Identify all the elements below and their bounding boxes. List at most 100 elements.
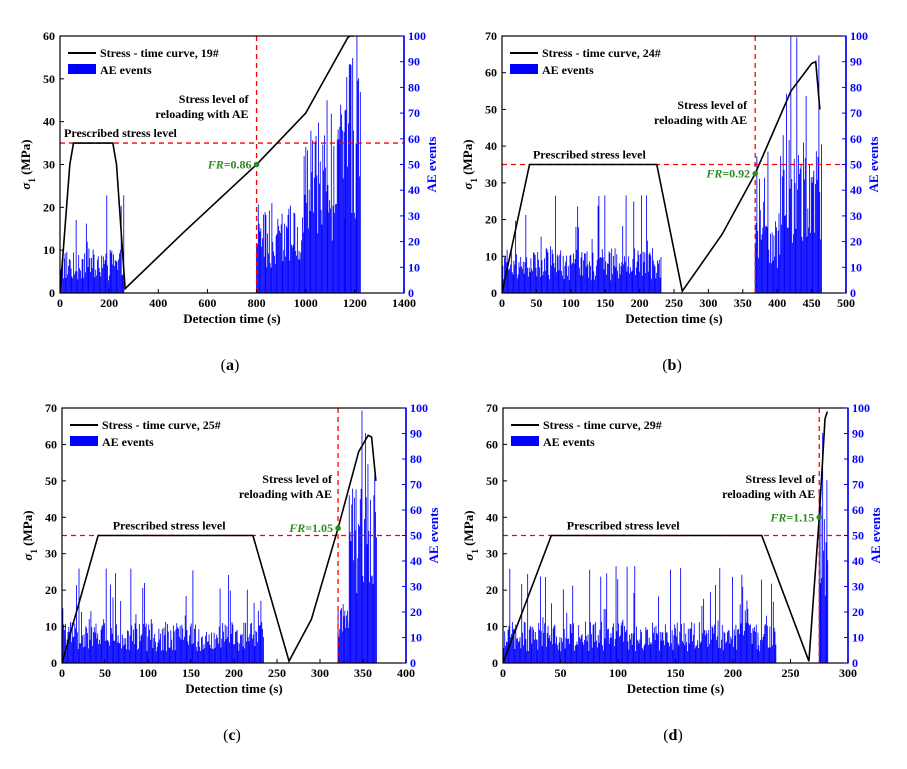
legend-bar-swatch bbox=[511, 436, 539, 446]
y-left-tick-label: 50 bbox=[486, 474, 498, 488]
panel-label-letter: c bbox=[228, 727, 235, 744]
x-tick-label: 250 bbox=[268, 666, 286, 680]
x-tick-label: 300 bbox=[699, 296, 717, 310]
y-left-label-symbol: σ bbox=[20, 553, 35, 561]
y-right-axis-label: AE events bbox=[868, 508, 883, 564]
x-tick-label: 150 bbox=[596, 296, 614, 310]
y-left-tick-label: 60 bbox=[45, 437, 57, 451]
y-left-tick-label: 40 bbox=[486, 510, 498, 524]
panel-label: (c) bbox=[223, 727, 241, 744]
panel-label-open: ( bbox=[221, 357, 226, 374]
y-left-tick-label: 40 bbox=[43, 115, 55, 129]
legend: Stress - time curve, 25# AE events bbox=[70, 418, 221, 449]
legend-line-label: Stress - time curve, 24# bbox=[542, 46, 661, 60]
y-right-tick-label: 50 bbox=[852, 529, 864, 543]
y-right-tick-label: 30 bbox=[410, 580, 422, 594]
prescribed-stress-label: Prescribed stress level bbox=[113, 519, 227, 533]
y-left-tick-label: 40 bbox=[45, 510, 57, 524]
stress-time-curve bbox=[503, 411, 829, 663]
legend-bar-swatch bbox=[68, 64, 96, 74]
y-right-tick-label: 100 bbox=[408, 29, 426, 43]
panel-label-letter: a bbox=[226, 357, 234, 374]
y-right-tick-label: 10 bbox=[408, 260, 420, 274]
y-right-tick-label: 30 bbox=[852, 580, 864, 594]
panel-label-open: ( bbox=[223, 727, 228, 744]
y-right-tick-label: 60 bbox=[408, 132, 420, 146]
y-right-tick-label: 0 bbox=[852, 656, 858, 670]
y-left-tick-label: 40 bbox=[485, 139, 497, 153]
y-right-tick-label: 40 bbox=[408, 183, 420, 197]
legend-bar-label: AE events bbox=[102, 435, 154, 449]
y-right-tick-label: 80 bbox=[410, 452, 422, 466]
legend: Stress - time curve, 29# AE events bbox=[511, 418, 662, 449]
y-left-tick-label: 60 bbox=[486, 437, 498, 451]
x-tick-label: 450 bbox=[803, 296, 821, 310]
y-left-label-unit: (MPa) bbox=[20, 510, 35, 549]
fr-point bbox=[253, 161, 260, 168]
x-tick-label: 400 bbox=[149, 296, 167, 310]
y-left-tick-label: 30 bbox=[485, 176, 497, 190]
x-tick-label: 400 bbox=[768, 296, 786, 310]
x-tick-label: 250 bbox=[665, 296, 683, 310]
fr-label-symbol: FR bbox=[705, 167, 722, 181]
prescribed-stress-label: Prescribed stress level bbox=[533, 148, 647, 162]
legend-bar-label: AE events bbox=[543, 435, 595, 449]
prescribed-stress-label: Prescribed stress level bbox=[567, 519, 681, 533]
fr-label-value: =0.92 bbox=[722, 167, 750, 181]
reload-annotation-line2: reloading with AE bbox=[654, 113, 747, 127]
y-right-tick-label: 50 bbox=[850, 158, 862, 172]
panel-label-open: ( bbox=[663, 727, 668, 744]
y-right-tick-label: 0 bbox=[408, 286, 414, 300]
y-right-tick-label: 30 bbox=[850, 209, 862, 223]
y-left-tick-label: 0 bbox=[491, 286, 497, 300]
legend-bar-label: AE events bbox=[542, 63, 594, 77]
x-tick-label: 100 bbox=[562, 296, 580, 310]
fr-label-symbol: FR bbox=[769, 510, 786, 524]
chart-panel-a: 0 200 400 600 800 1000 1200 1400010203040506001… bbox=[18, 29, 439, 374]
y-right-tick-label: 60 bbox=[410, 503, 422, 517]
x-tick-label: 0 bbox=[59, 666, 65, 680]
y-left-tick-label: 70 bbox=[45, 401, 57, 415]
y-right-tick-label: 20 bbox=[850, 235, 862, 249]
y-left-label-subscript: 1 bbox=[29, 549, 39, 554]
stress-time-curve bbox=[60, 36, 354, 293]
panel-label-letter: d bbox=[669, 727, 678, 744]
x-axis-label: Detection time (s) bbox=[185, 681, 282, 696]
y-right-tick-label: 100 bbox=[850, 29, 868, 43]
x-tick-label: 600 bbox=[198, 296, 216, 310]
x-tick-label: 250 bbox=[782, 666, 800, 680]
x-tick-label: 200 bbox=[100, 296, 118, 310]
x-tick-label: 350 bbox=[354, 666, 372, 680]
y-left-label-subscript: 1 bbox=[27, 178, 37, 183]
legend: Stress - time curve, 24# AE events bbox=[510, 46, 661, 77]
fr-label: FR=0.86 bbox=[207, 158, 252, 172]
ae-events-series bbox=[60, 36, 361, 293]
fr-label-symbol: FR bbox=[207, 158, 224, 172]
y-right-tick-label: 100 bbox=[852, 401, 870, 415]
y-right-tick-label: 30 bbox=[408, 209, 420, 223]
x-tick-label: 1000 bbox=[294, 296, 318, 310]
panel-label-open: ( bbox=[662, 357, 667, 374]
y-right-tick-label: 80 bbox=[852, 452, 864, 466]
y-right-tick-label: 60 bbox=[850, 132, 862, 146]
chart-panel-d: 0 50 100 150 200 250 3000102030405060700102030… bbox=[461, 401, 883, 744]
panel-label-close: ) bbox=[234, 357, 239, 374]
y-right-axis-label: AE events bbox=[426, 508, 441, 564]
x-tick-label: 350 bbox=[734, 296, 752, 310]
chart-panel-c: 0 50 100 150 200 250 300 350 4000102030405060700… bbox=[20, 401, 441, 744]
y-left-label-unit: (MPa) bbox=[461, 510, 476, 549]
fr-label: FR=1.15 bbox=[769, 510, 814, 524]
chart-panel-b: 0 50 100 150 200 250 300 350 400 450 5000102030405… bbox=[460, 29, 881, 374]
y-left-axis-label: σ1 (MPa) bbox=[18, 139, 37, 189]
prescribed-stress-label: Prescribed stress level bbox=[64, 126, 178, 140]
y-right-tick-label: 90 bbox=[850, 55, 862, 69]
y-right-tick-label: 10 bbox=[410, 631, 422, 645]
y-right-tick-label: 90 bbox=[852, 427, 864, 441]
x-tick-label: 400 bbox=[397, 666, 415, 680]
y-right-tick-label: 90 bbox=[410, 427, 422, 441]
y-left-tick-label: 0 bbox=[49, 286, 55, 300]
y-right-tick-label: 10 bbox=[850, 260, 862, 274]
x-tick-label: 800 bbox=[248, 296, 266, 310]
